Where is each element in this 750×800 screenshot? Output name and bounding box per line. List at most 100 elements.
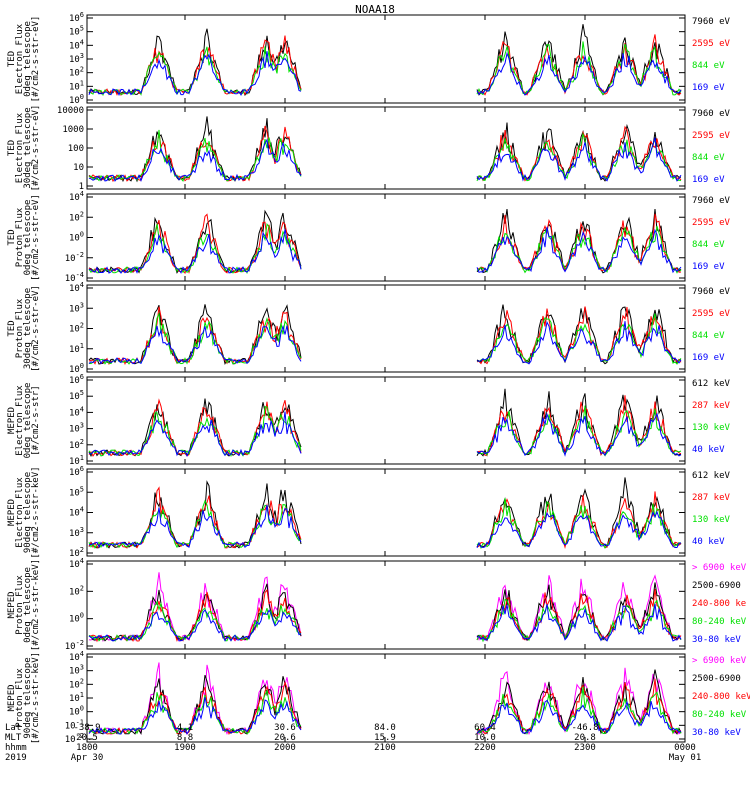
y-tick-label: 10 — [73, 163, 84, 173]
y-tick-label: 105 — [69, 25, 84, 38]
legend-entry: > 6900 keV — [692, 563, 747, 573]
y-tick-label: 102 — [69, 584, 84, 597]
y-axis-label: [#/cm2-s-str-eV] — [31, 194, 41, 281]
y-tick-label: 104 — [69, 557, 84, 570]
y-axis-label: Electron Flux — [15, 385, 25, 456]
y-tick-label: 104 — [69, 281, 84, 294]
y-tick-label: 10-4 — [65, 271, 84, 284]
y-tick-label: 106 — [69, 11, 84, 24]
legend-entry: 169 eV — [692, 262, 725, 272]
y-tick-label: 103 — [69, 526, 84, 539]
y-axis-label: [#/cm2-s-str-eV] — [31, 105, 41, 192]
series-trace — [88, 226, 682, 274]
footer-value: Apr 30 — [71, 753, 104, 763]
series-trace — [88, 222, 682, 275]
footer-value: -38.9 — [73, 723, 100, 733]
series-trace — [88, 504, 682, 549]
panel-frame — [86, 560, 686, 650]
y-tick-label: 102 — [69, 677, 84, 690]
y-axis-label: MEPED — [7, 591, 17, 618]
legend-entry: 2595 eV — [692, 131, 731, 141]
y-tick-label: 105 — [69, 389, 84, 402]
y-tick-label: 103 — [69, 52, 84, 65]
y-axis-label: TED — [7, 140, 17, 156]
y-tick-label: 102 — [69, 66, 84, 79]
legend-entry: 169 eV — [692, 83, 725, 93]
legend-entry: 7960 eV — [692, 109, 731, 119]
legend-entry: 240-800 ke — [692, 599, 746, 609]
legend-entry: 287 keV — [692, 493, 731, 503]
y-axis-label: 30deg telescope — [23, 288, 33, 369]
y-axis-label: Electron Flux — [15, 112, 25, 183]
y-tick-label: 104 — [69, 506, 84, 519]
legend-entry: 2500-6900 — [692, 674, 741, 684]
y-tick-label: 10-1 — [65, 718, 84, 731]
y-tick-label: 10000 — [57, 106, 84, 116]
footer-value: 15.9 — [374, 733, 396, 743]
legend-entry: 80-240 keV — [692, 710, 747, 720]
y-axis-label: Electron Flux — [15, 23, 25, 94]
y-tick-label: 1 — [79, 182, 84, 192]
legend-entry: 844 eV — [692, 240, 725, 250]
footer-value: 2200 — [474, 743, 496, 753]
y-tick-label: 106 — [69, 373, 84, 386]
figure-title: NOAA18 — [355, 3, 395, 16]
footer-value: 20.6 — [274, 733, 296, 743]
series-trace — [88, 320, 682, 365]
y-axis-label: [#/cm2-s-str] — [31, 385, 41, 455]
y-axis-label: TED — [7, 51, 17, 67]
footer-value: 30.6 — [274, 723, 296, 733]
footer-row-label: MLT — [5, 733, 22, 743]
y-axis-label: Proton Flux — [15, 668, 25, 728]
footer-value: 4.1 — [177, 723, 193, 733]
series-trace — [88, 51, 682, 97]
y-tick-label: 104 — [69, 405, 84, 418]
y-tick-label: 103 — [69, 664, 84, 677]
y-tick-label: 101 — [69, 454, 84, 467]
y-axis-label: Proton Flux — [15, 575, 25, 635]
footer-value: 0000 — [674, 743, 696, 753]
footer-value: 2000 — [274, 743, 296, 753]
y-axis-label: [#/cm2-s-str-keV] — [31, 652, 41, 744]
series-trace — [88, 603, 682, 642]
legend-entry: 612 keV — [692, 379, 731, 389]
legend-entry: 40 keV — [692, 537, 725, 547]
y-axis-label: Electron Flux — [15, 477, 25, 548]
footer-value: 8.8 — [177, 733, 193, 743]
footer-value: 2100 — [374, 743, 396, 753]
y-tick-label: 101 — [69, 79, 84, 92]
legend-entry: 2595 eV — [692, 218, 731, 228]
y-axis-label: 0deg telescope — [23, 567, 33, 643]
y-tick-label: 100 — [69, 93, 84, 106]
y-tick-label: 100 — [69, 612, 84, 625]
footer-value: 84.0 — [374, 723, 396, 733]
footer-value: 20.5 — [76, 733, 98, 743]
footer-value: 10.0 — [474, 733, 496, 743]
y-axis-label: Proton Flux — [15, 207, 25, 267]
legend-entry: 2500-6900 — [692, 581, 741, 591]
y-tick-label: 100 — [68, 144, 84, 154]
y-tick-label: 106 — [69, 465, 84, 478]
y-axis-label: [#/cm2-s-str-eV] — [31, 285, 41, 372]
legend-entry: 287 keV — [692, 401, 731, 411]
y-tick-label: 103 — [69, 422, 84, 435]
footer-value: 2300 — [574, 743, 596, 753]
legend-entry: 130 keV — [692, 423, 731, 433]
legend-entry: > 6900 keV — [692, 656, 747, 666]
y-axis-label: 30deg telescope — [23, 107, 33, 188]
footer-row-label: 2019 — [5, 753, 27, 763]
y-axis-label: Proton Flux — [15, 298, 25, 358]
y-axis-label: TED — [7, 320, 17, 336]
legend-entry: 30-80 keV — [692, 728, 741, 738]
y-axis-label: 90deg telescope — [23, 472, 33, 553]
legend-entry: 7960 eV — [692, 17, 731, 27]
y-axis-label: TED — [7, 229, 17, 245]
y-tick-label: 104 — [69, 650, 84, 663]
